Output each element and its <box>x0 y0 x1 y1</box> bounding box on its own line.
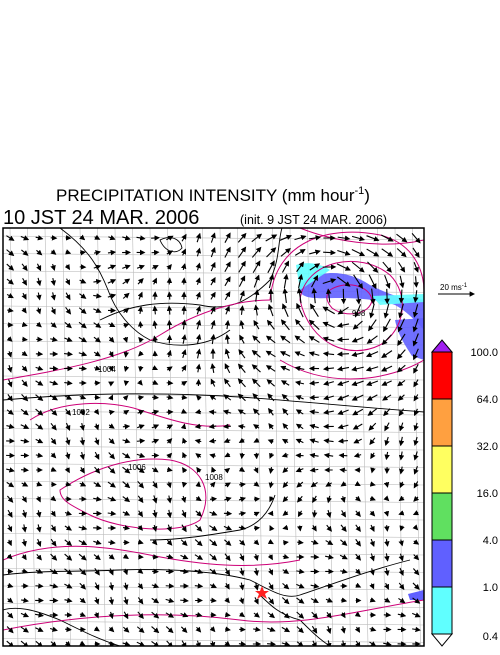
wind-vector <box>195 586 202 587</box>
wind-vector <box>198 482 199 486</box>
wind-scale-text: 20 ms <box>440 283 462 292</box>
colorbar-label: 0.4 <box>483 631 498 643</box>
wind-vector <box>224 426 231 427</box>
colorbar-bin <box>432 352 452 399</box>
wind-vector <box>180 600 188 601</box>
wind-vector <box>126 351 127 356</box>
wind-vector <box>267 644 275 645</box>
wind-vector <box>239 644 245 645</box>
colorbar-bin <box>432 399 452 446</box>
wind-vector <box>80 252 85 253</box>
wind-vector <box>140 322 141 328</box>
wind-vector <box>50 368 58 369</box>
wind-vector <box>35 586 42 587</box>
wind-vector <box>79 368 86 369</box>
wind-vector <box>297 542 302 543</box>
wind-vector <box>109 644 115 645</box>
colorbar-bin <box>432 540 452 587</box>
wind-vector <box>167 383 173 384</box>
wind-vector <box>387 525 388 531</box>
map: 1004 1002 1006 1008 998 <box>3 228 424 648</box>
wind-vector <box>338 354 349 355</box>
colorbar-cap <box>432 634 452 646</box>
wind-vector <box>169 306 170 314</box>
valid-time: 10 JST 24 MAR. 2006 <box>3 207 199 229</box>
wind-vector <box>126 381 127 385</box>
contour-label: 1006 <box>128 463 146 472</box>
wind-vector <box>210 600 216 601</box>
wind-vector <box>340 455 348 456</box>
title-text: PRECIPITATION INTENSITY (mm hour <box>56 186 355 205</box>
wind-vector <box>283 542 288 543</box>
wind-vector <box>210 499 216 500</box>
contour-label: 1002 <box>72 408 90 417</box>
contour-label: 998 <box>352 309 366 318</box>
wind-vector <box>323 252 335 253</box>
wind-vector <box>123 426 129 427</box>
colorbar-bin <box>432 493 452 540</box>
colorbar-label: 100.0 <box>470 347 498 359</box>
wind-vector <box>340 470 346 471</box>
wind-vector <box>254 528 259 529</box>
title-end: ) <box>364 186 370 205</box>
wind-vector <box>300 526 301 531</box>
wind-scale-exponent: -1 <box>462 283 468 289</box>
wind-vector <box>169 279 170 285</box>
wind-vector <box>225 615 229 616</box>
wind-vector <box>239 484 245 485</box>
wind-vector <box>310 397 318 398</box>
wind-vector <box>184 306 185 314</box>
colorbar-bin <box>432 587 452 634</box>
wind-scale-label: 20 ms-1 <box>440 283 468 292</box>
colorbar-bin <box>432 446 452 493</box>
wind-vector <box>182 397 187 398</box>
wind-vector <box>21 470 28 471</box>
colorbar-label: 64.0 <box>477 394 498 406</box>
colorbar-label: 32.0 <box>477 441 498 453</box>
wind-vector <box>155 307 156 315</box>
colorbar-cap <box>432 340 452 352</box>
contour-label: 1004 <box>98 365 116 374</box>
wind-vector <box>314 510 315 517</box>
wind-vector <box>152 252 159 253</box>
title-exponent: -1 <box>355 185 365 197</box>
wind-vector <box>65 629 71 630</box>
init-time: (init. 9 JST 24 MAR. 2006) <box>240 213 387 227</box>
wind-vector <box>242 453 243 458</box>
colorbar-label: 1.0 <box>483 582 498 594</box>
wind-vector <box>140 366 141 371</box>
colorbar-label: 4.0 <box>483 535 498 547</box>
title: PRECIPITATION INTENSITY (mm hour-1) <box>56 185 370 205</box>
colorbar-label: 16.0 <box>477 488 498 500</box>
colorbar: 100.0 64.0 32.0 16.0 4.0 1.0 0.4 <box>432 340 498 646</box>
contour-label: 1008 <box>205 473 223 482</box>
wind-vector <box>169 292 170 299</box>
